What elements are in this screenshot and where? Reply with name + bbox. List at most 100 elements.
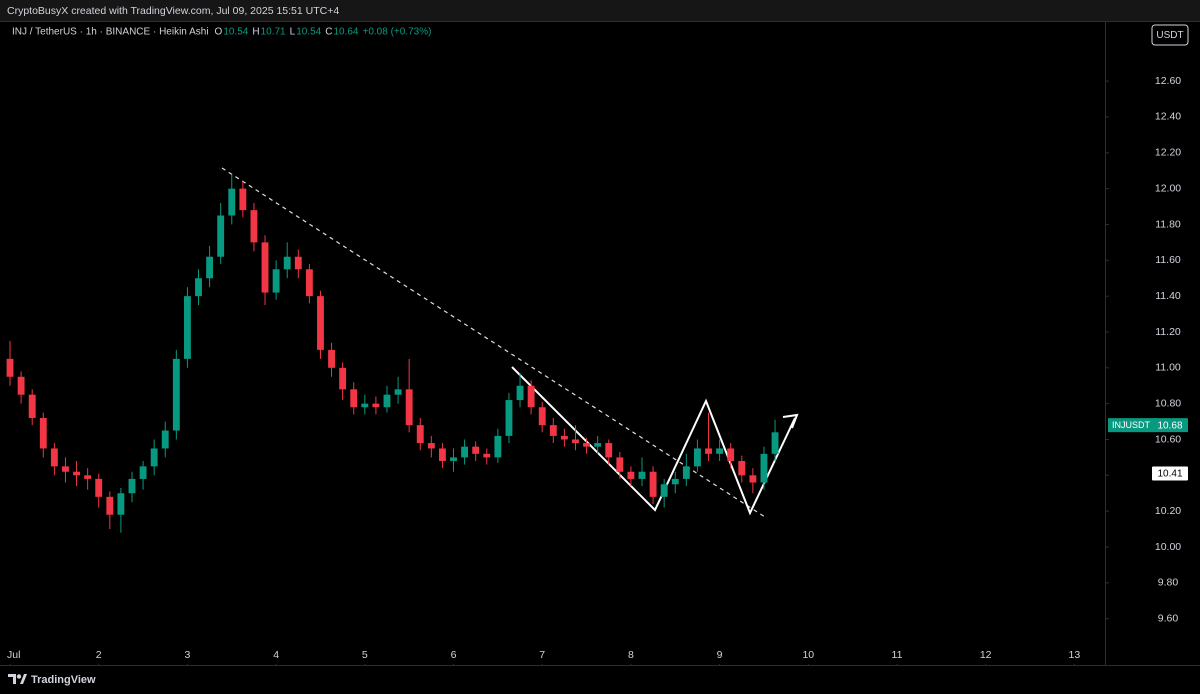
candle-body: [383, 394, 391, 408]
price-tag-value: 10.41: [1157, 469, 1182, 480]
legend-value: 10.54: [296, 27, 321, 38]
logo-dot: [16, 674, 22, 679]
y-tick-label: 12.20: [1155, 147, 1181, 159]
candle-body: [106, 496, 114, 515]
candle-body: [682, 466, 690, 479]
candle-body: [239, 188, 247, 211]
candle-body: [39, 417, 47, 449]
candle-body: [139, 466, 147, 479]
y-tick-label: 11.00: [1155, 362, 1181, 374]
candle-body: [283, 256, 291, 270]
x-tick-label: 12: [980, 649, 992, 661]
x-tick-label: 9: [717, 649, 723, 661]
candle-body: [461, 446, 469, 458]
y-tick-label: 10.00: [1155, 541, 1181, 553]
candle-body: [572, 439, 579, 444]
candle-body: [339, 367, 347, 390]
candle-body: [150, 448, 158, 467]
footer-brand: TradingView: [31, 674, 96, 686]
legend-key: H: [252, 27, 259, 38]
legend-key: O: [215, 27, 223, 38]
candle-body: [228, 188, 236, 216]
logo-mark: [8, 674, 16, 684]
currency-button[interactable]: [1151, 24, 1189, 46]
x-tick-label: 5: [362, 649, 368, 661]
y-tick-label: 10.80: [1155, 397, 1181, 409]
candle-body: [671, 478, 679, 485]
y-tick-label: 12.00: [1155, 182, 1181, 194]
y-tick-label: 10.20: [1155, 505, 1181, 517]
tradingview-logo: [8, 674, 27, 684]
candle-body: [261, 242, 269, 293]
candle-body: [494, 435, 502, 458]
legend-value: 10.64: [333, 27, 358, 38]
candle-body: [305, 269, 313, 297]
candle-body: [62, 466, 69, 472]
candle-body: [372, 403, 380, 408]
legend-value: 10.71: [261, 27, 286, 38]
candle-body: [771, 432, 779, 454]
legend-value: 10.54: [223, 27, 248, 38]
y-tick-label: 12.60: [1155, 75, 1181, 87]
trendline: [221, 167, 766, 518]
candle-body: [161, 430, 169, 449]
candle-body: [560, 435, 568, 440]
y-tick-label: 9.80: [1158, 577, 1179, 589]
currency-label: USDT: [1156, 30, 1183, 41]
candle-body: [760, 453, 768, 483]
candle-body: [84, 475, 92, 479]
legend-change: +0.08 (+0.73%): [362, 27, 431, 38]
price-tag-bg: [1152, 466, 1188, 481]
candle-body: [416, 425, 424, 444]
candle-body: [405, 389, 413, 426]
candle-body: [206, 256, 214, 279]
y-tick-label: 11.80: [1155, 218, 1181, 230]
candle-body: [693, 448, 701, 467]
price-tag-name: INJUSDT: [1112, 420, 1151, 430]
candle-body: [394, 389, 402, 395]
candle-body: [660, 484, 668, 497]
legend-key: C: [325, 27, 332, 38]
candle-body: [294, 256, 302, 270]
header-bar: [0, 0, 1200, 21]
candle-body: [727, 448, 735, 461]
candle-body: [28, 394, 36, 418]
candle-body: [749, 475, 757, 483]
footer-bar: [0, 666, 1200, 694]
x-tick-label: Jul: [7, 649, 20, 661]
candle-body: [583, 443, 590, 447]
candle-body: [605, 443, 613, 458]
candle-body: [638, 471, 646, 479]
candle-body: [438, 448, 446, 461]
candle-body: [317, 296, 324, 350]
price-tag-bg: [1152, 418, 1188, 433]
candle-body: [328, 349, 335, 368]
candle-body: [50, 448, 58, 467]
legend: INJ / TetherUS · 1h · BINANCE · Heikin A…: [12, 27, 431, 38]
y-tick-label: 9.60: [1158, 612, 1179, 624]
y-tick-label: 11.40: [1155, 290, 1181, 302]
header-text: CryptoBusyX created with TradingView.com…: [7, 5, 339, 17]
candle-body: [73, 471, 80, 476]
candle-body: [450, 457, 457, 461]
candle-body: [250, 210, 258, 243]
candle-body: [649, 471, 657, 497]
candle-body: [616, 457, 624, 472]
x-tick-label: 6: [451, 649, 457, 661]
candle-body: [195, 278, 202, 297]
candle-body: [183, 296, 191, 359]
legend-key: L: [290, 27, 296, 38]
y-tick-label: 11.20: [1155, 326, 1181, 338]
candle-body: [538, 407, 546, 426]
candle-body: [95, 478, 103, 497]
candle-body: [117, 493, 125, 515]
x-tick-label: 4: [273, 649, 279, 661]
x-tick-label: 10: [802, 649, 814, 661]
candle-body: [516, 385, 524, 401]
x-tick-label: 13: [1069, 649, 1081, 661]
candle-body: [128, 478, 136, 494]
x-tick-label: 2: [96, 649, 102, 661]
